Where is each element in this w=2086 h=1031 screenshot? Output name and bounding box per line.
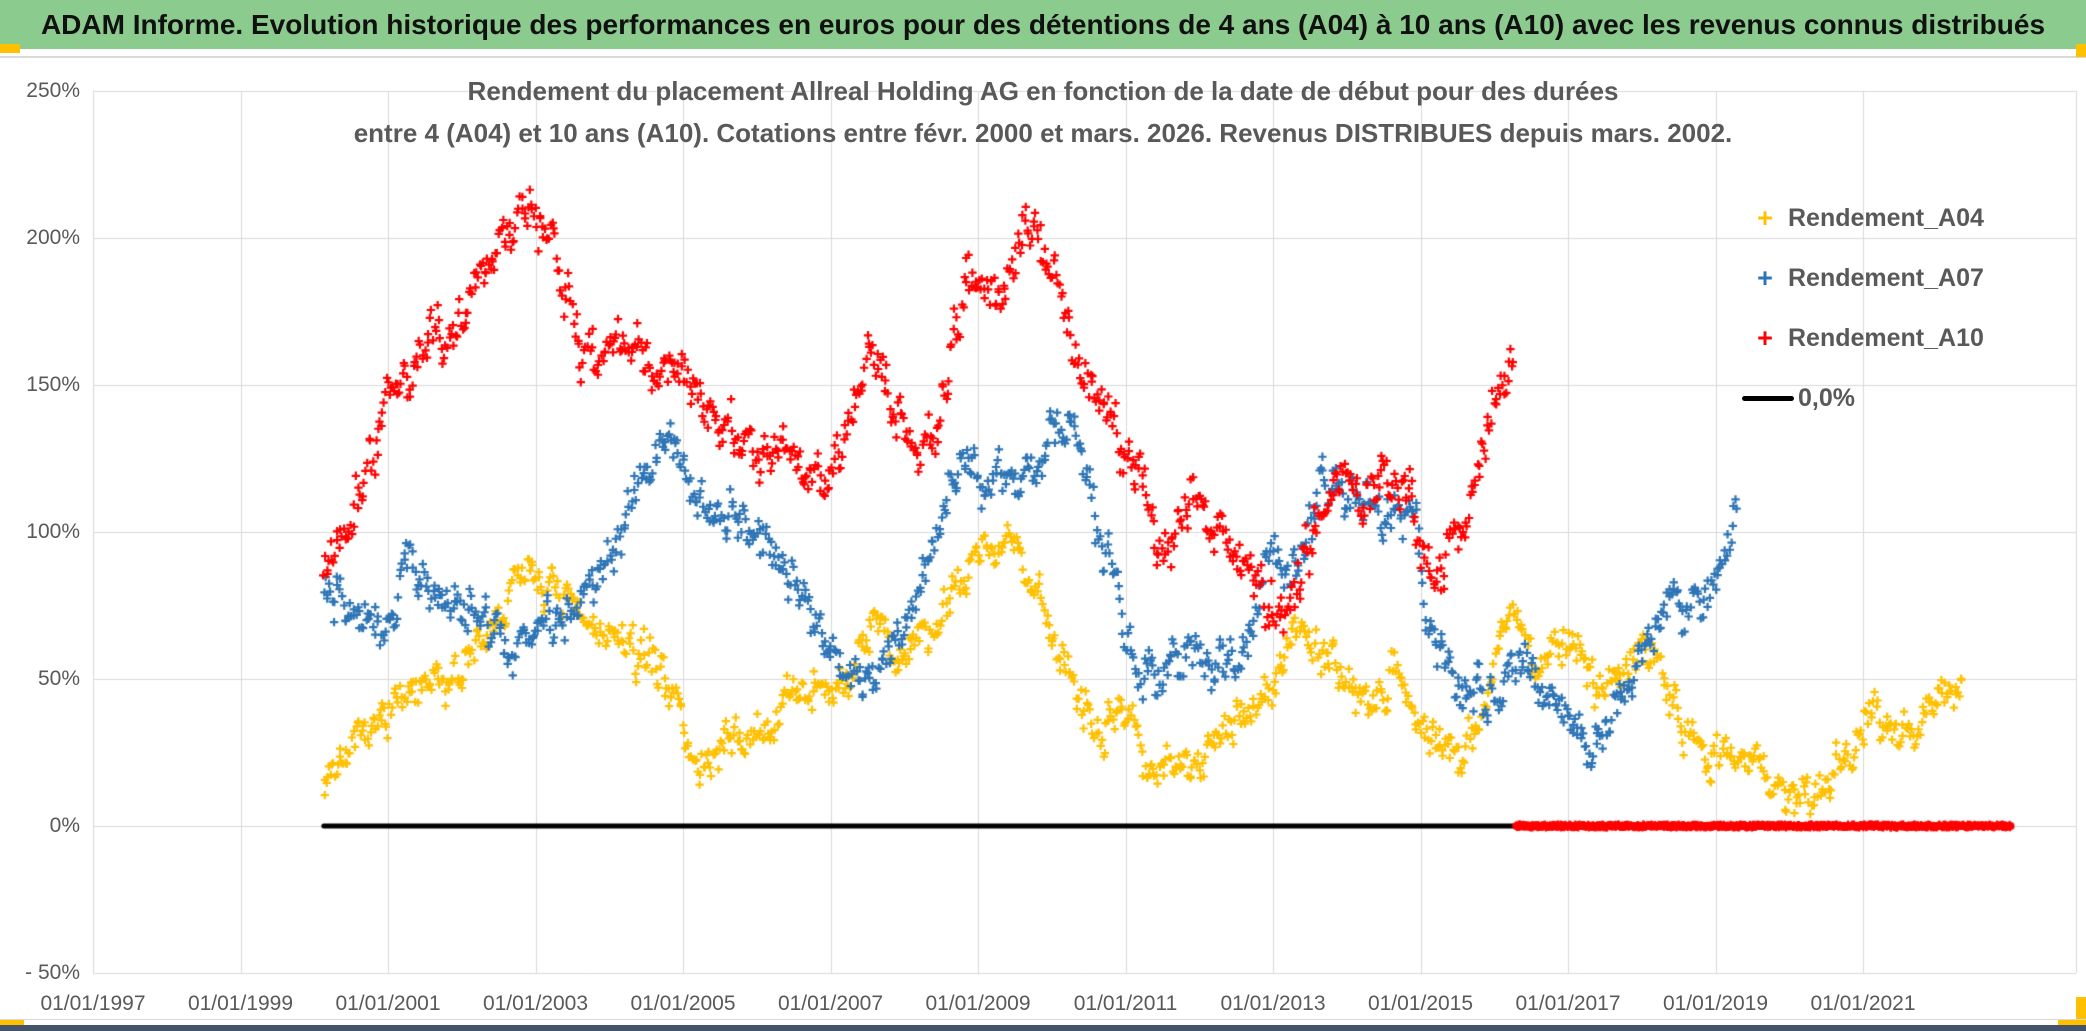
legend-item-a04: + Rendement_A04 [1742, 188, 2072, 248]
y-axis-tick: 0% [49, 814, 80, 837]
x-axis-tick: 01/01/2001 [335, 992, 441, 1015]
legend-label-zero: 0,0% [1798, 383, 1855, 412]
zero-line-icon [1742, 395, 1794, 401]
legend: + Rendement_A04 + Rendement_A07 + Rendem… [1742, 188, 2072, 428]
x-axis-tick: 01/01/1997 [40, 992, 146, 1015]
chart-title-line1: Rendement du placement Allreal Holding A… [467, 76, 1619, 106]
legend-label-a04: Rendement_A04 [1788, 203, 1984, 232]
plus-marker-icon: + [1757, 262, 1773, 293]
x-axis-tick: 01/01/2005 [630, 992, 736, 1015]
x-axis-tick: 01/01/2011 [1073, 992, 1178, 1015]
x-axis-tick: 01/01/1999 [187, 992, 294, 1015]
x-axis-tick: 01/01/2021 [1810, 992, 1916, 1015]
footer-divider [0, 1019, 2086, 1020]
legend-item-a10: + Rendement_A10 [1742, 308, 2072, 368]
legend-item-zero: 0,0% [1742, 368, 2072, 428]
plus-marker-icon: + [1757, 322, 1773, 353]
y-axis-tick: 250% [26, 78, 80, 102]
y-axis-tick: - 50% [25, 961, 80, 985]
legend-label-a10: Rendement_A10 [1788, 323, 1984, 352]
x-axis-tick: 01/01/2019 [1662, 992, 1769, 1015]
x-axis-tick: 01/01/2017 [1515, 992, 1621, 1015]
y-axis-tick: 200% [26, 225, 80, 249]
y-axis-tick: 100% [26, 519, 80, 543]
x-axis-tick: 01/01/2007 [777, 992, 884, 1015]
x-axis-tick: 01/01/2009 [925, 992, 1031, 1015]
footer-band [0, 1025, 2086, 1031]
chart-title-line2: entre 4 (A04) et 10 ans (A10). Cotations… [353, 118, 1733, 148]
legend-item-a07: + Rendement_A07 [1742, 248, 2072, 308]
x-axis-tick: 01/01/2003 [482, 992, 589, 1015]
x-axis-tick: 01/01/2013 [1220, 992, 1326, 1015]
y-axis-tick: 50% [37, 666, 80, 690]
plus-marker-icon: + [1757, 202, 1773, 233]
y-axis-tick: 150% [26, 372, 80, 396]
legend-label-a07: Rendement_A07 [1788, 263, 1984, 292]
x-axis-tick: 01/01/2015 [1367, 992, 1474, 1015]
